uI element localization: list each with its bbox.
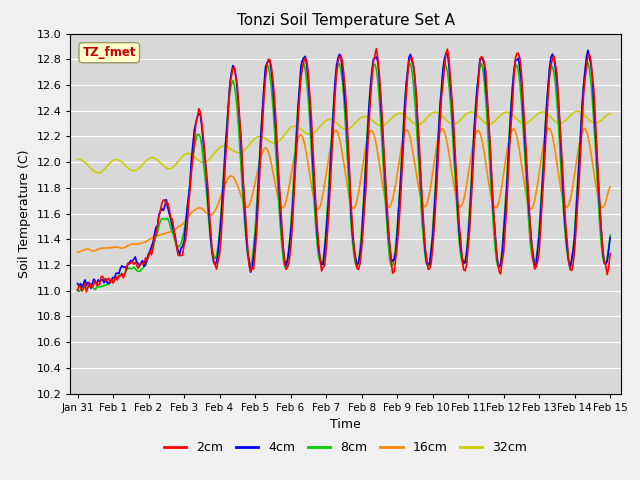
8cm [75, 288, 83, 294]
2cm [83, 289, 90, 295]
2cm [174, 252, 182, 258]
8cm [584, 60, 592, 66]
Text: TZ_fmet: TZ_fmet [83, 46, 136, 59]
16cm [546, 125, 554, 131]
4cm [74, 281, 81, 287]
2cm [544, 96, 552, 101]
2cm [380, 144, 388, 150]
16cm [88, 248, 96, 253]
32cm [408, 119, 416, 125]
32cm [94, 170, 102, 176]
2cm [397, 177, 405, 183]
4cm [543, 105, 550, 110]
32cm [88, 167, 96, 173]
2cm [372, 46, 380, 51]
32cm [396, 110, 404, 116]
32cm [74, 156, 81, 162]
2cm [74, 288, 81, 294]
32cm [543, 110, 550, 116]
Legend: 2cm, 4cm, 8cm, 16cm, 32cm: 2cm, 4cm, 8cm, 16cm, 32cm [159, 436, 532, 459]
8cm [378, 146, 386, 152]
X-axis label: Time: Time [330, 418, 361, 431]
Line: 2cm: 2cm [77, 48, 610, 292]
Line: 16cm: 16cm [77, 128, 610, 252]
4cm [174, 248, 182, 253]
Y-axis label: Soil Temperature (C): Soil Temperature (C) [18, 149, 31, 278]
8cm [543, 103, 550, 109]
Line: 32cm: 32cm [77, 111, 610, 173]
4cm [87, 286, 95, 291]
4cm [378, 125, 386, 131]
Title: Tonzi Soil Temperature Set A: Tonzi Soil Temperature Set A [237, 13, 454, 28]
16cm [377, 171, 385, 177]
8cm [174, 244, 182, 250]
16cm [606, 184, 614, 190]
2cm [410, 62, 417, 68]
Line: 4cm: 4cm [77, 50, 610, 288]
32cm [174, 159, 182, 165]
8cm [74, 287, 81, 293]
4cm [408, 58, 416, 64]
Line: 8cm: 8cm [77, 63, 610, 291]
32cm [573, 108, 581, 114]
8cm [396, 183, 404, 189]
32cm [606, 111, 614, 117]
16cm [541, 134, 549, 140]
16cm [173, 225, 180, 231]
2cm [90, 281, 98, 287]
2cm [606, 251, 614, 256]
4cm [606, 235, 614, 240]
32cm [378, 123, 386, 129]
4cm [90, 276, 98, 282]
4cm [584, 48, 592, 53]
8cm [408, 67, 416, 73]
4cm [396, 187, 404, 192]
16cm [395, 162, 403, 168]
16cm [74, 249, 81, 255]
8cm [606, 232, 614, 238]
8cm [90, 286, 98, 291]
16cm [406, 136, 414, 142]
